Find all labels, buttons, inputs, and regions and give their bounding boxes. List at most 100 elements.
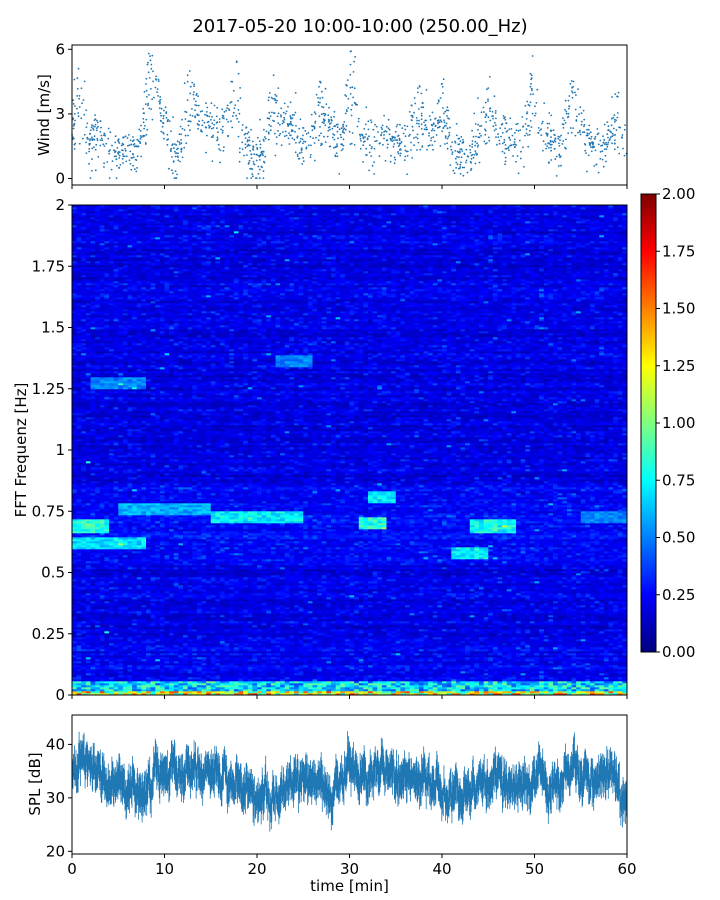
spectrogram-cell [539, 647, 545, 650]
spectrogram-cell [183, 679, 188, 682]
spectrogram-cell [284, 681, 290, 684]
spectrogram-cell [474, 643, 480, 646]
wind-point [503, 138, 506, 141]
spectrogram-cell [220, 657, 225, 660]
spectrogram-cell [497, 657, 503, 660]
wind-point [157, 80, 160, 82]
wind-point [86, 138, 89, 140]
spectrogram-cell [548, 665, 554, 668]
wind-point [513, 143, 516, 146]
spectrogram-cell [206, 665, 212, 668]
wind-point [527, 134, 529, 136]
spectrogram-cell [224, 689, 230, 692]
spectrogram-cell [395, 647, 401, 650]
spectrogram-cell [109, 647, 114, 650]
wind-point [252, 160, 255, 163]
wind-point [357, 120, 360, 123]
spectrogram-cell [109, 661, 114, 664]
spectrogram-cell [529, 651, 535, 654]
spectrogram-cell [511, 665, 517, 668]
spectrogram-cell [247, 665, 253, 668]
spectrogram-cell [340, 645, 346, 648]
spectrogram-cell [363, 677, 369, 680]
spectrogram-cell [506, 639, 512, 642]
spectrogram-cell [553, 649, 558, 652]
spectrogram-cell [442, 665, 447, 668]
wind-point [614, 121, 616, 123]
wind-point [221, 131, 224, 134]
spectrogram-cell [502, 689, 508, 692]
wind-point [148, 107, 151, 110]
wind-point [606, 133, 609, 136]
wind-point [545, 132, 548, 135]
wind-point [171, 172, 174, 175]
wind-point [294, 92, 297, 94]
wind-point [198, 124, 200, 126]
spectrogram-cell [358, 671, 364, 674]
wind-point [122, 162, 124, 164]
spectrogram-cell [520, 691, 526, 694]
wind-point [269, 129, 272, 132]
spectrogram-cell [159, 683, 165, 686]
spectrogram-cell [571, 689, 577, 692]
spectrogram-cell [132, 653, 138, 656]
wind-point [565, 112, 568, 115]
spectrogram-cell [127, 651, 133, 654]
wind-point [333, 138, 336, 141]
spectrogram-cell [409, 679, 415, 682]
spectrogram-cell [381, 683, 387, 686]
spectrogram-cell [516, 685, 521, 688]
spectrogram-cell [437, 657, 443, 660]
spectrogram-cell [358, 669, 364, 672]
spectrogram-cell [386, 655, 392, 658]
wind-point [118, 151, 121, 154]
spectrogram-cell [469, 649, 475, 652]
spectrogram-cell [409, 667, 415, 670]
spectrogram-cell [118, 649, 124, 652]
spectrogram-cell [307, 659, 313, 662]
wind-point [324, 87, 327, 90]
spectrogram-cell [164, 687, 170, 690]
spectrogram-cell [414, 641, 420, 644]
spectrogram-cell [363, 651, 369, 654]
spectrogram-cell [613, 669, 619, 672]
spectrogram-cell [395, 641, 401, 644]
wind-point [437, 121, 440, 124]
spectrogram-cell [516, 653, 521, 656]
wind-point [441, 85, 444, 88]
spectrogram-cell [576, 693, 582, 695]
spectrogram-cell [377, 665, 383, 668]
spectrogram-cell [113, 683, 119, 686]
spectrogram-cell [511, 663, 517, 666]
spectrogram-cell [284, 675, 290, 678]
spectrogram-cell [150, 679, 156, 682]
spectrogram-cell [520, 679, 526, 682]
spectrogram-cell [72, 689, 77, 692]
spectrogram-cell [266, 661, 272, 664]
spectrogram-cell [229, 643, 235, 646]
spectrogram-cell [159, 677, 165, 680]
wind-point [477, 128, 479, 131]
spectrogram-cell [548, 639, 554, 642]
spectrogram-cell [622, 661, 627, 664]
spectrogram-cell [562, 657, 568, 660]
wind-ytick-label: 0 [55, 170, 65, 188]
spectrogram-cell [446, 679, 452, 682]
spectrogram-cell [95, 681, 101, 684]
spectrogram-cell [113, 689, 119, 692]
spectrogram-cell [506, 679, 512, 682]
spectrogram-cell [548, 673, 554, 676]
spectrogram-cell [238, 665, 244, 668]
spectrogram-cell [275, 683, 281, 686]
spectrogram-cell [557, 649, 563, 652]
spectrogram-cell [566, 641, 572, 644]
wind-point [374, 123, 376, 126]
spectrogram-cell [571, 679, 577, 682]
spectrogram-cell [215, 685, 221, 688]
spectrogram-cell [340, 689, 346, 692]
spectrogram-cell [331, 685, 336, 688]
spectrogram-cell [488, 645, 494, 648]
wind-point [213, 123, 216, 126]
spectrogram-cell [358, 659, 364, 662]
wind-point [557, 135, 560, 138]
